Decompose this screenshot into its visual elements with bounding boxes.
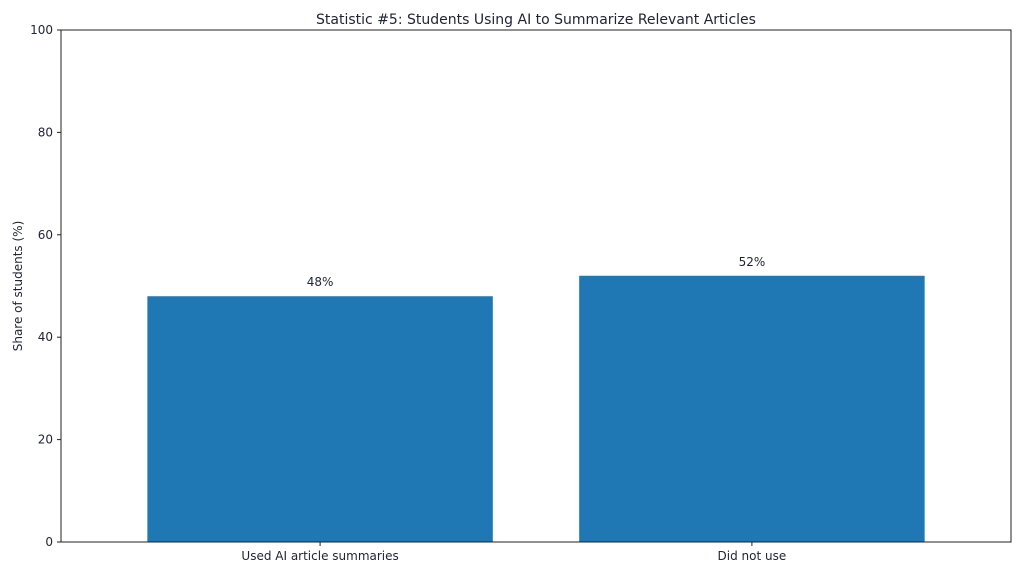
y-tick-label: 0 <box>45 535 53 549</box>
bar-data-label: 52% <box>739 255 766 269</box>
x-ticks-group: Used AI article summaries Did not use <box>241 542 786 563</box>
bar <box>147 296 493 542</box>
y-axis-label: Share of students (%) <box>11 221 25 352</box>
bars-group: 48% 52% <box>147 255 925 542</box>
y-tick-label: 20 <box>38 433 53 447</box>
y-ticks-group: 0 20 40 60 80 100 <box>30 23 61 549</box>
y-tick-label: 40 <box>38 330 53 344</box>
x-tick-label: Used AI article summaries <box>241 549 398 563</box>
y-tick-label: 100 <box>30 23 53 37</box>
y-tick-label: 60 <box>38 228 53 242</box>
bar-data-label: 48% <box>307 275 334 289</box>
bar <box>579 275 925 542</box>
x-tick-label: Did not use <box>718 549 787 563</box>
chart-title: Statistic #5: Students Using AI to Summa… <box>316 12 756 28</box>
plot-frame <box>60 29 1012 543</box>
y-tick-label: 80 <box>38 125 53 139</box>
